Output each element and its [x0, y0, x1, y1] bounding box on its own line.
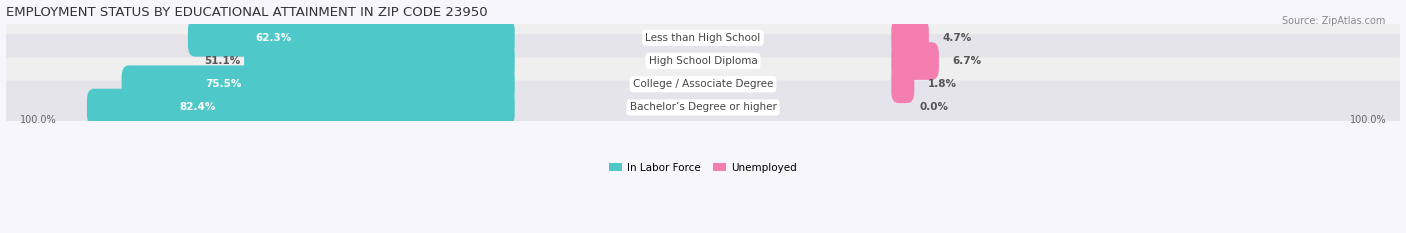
Text: College / Associate Degree: College / Associate Degree: [633, 79, 773, 89]
Text: 75.5%: 75.5%: [205, 79, 242, 89]
Text: 82.4%: 82.4%: [179, 103, 215, 113]
Text: 0.0%: 0.0%: [920, 103, 948, 113]
Text: 100.0%: 100.0%: [1350, 115, 1386, 125]
FancyBboxPatch shape: [0, 57, 1406, 111]
FancyBboxPatch shape: [891, 19, 929, 57]
FancyBboxPatch shape: [891, 42, 939, 80]
Text: EMPLOYMENT STATUS BY EDUCATIONAL ATTAINMENT IN ZIP CODE 23950: EMPLOYMENT STATUS BY EDUCATIONAL ATTAINM…: [6, 6, 488, 19]
Text: 100.0%: 100.0%: [20, 115, 56, 125]
FancyBboxPatch shape: [188, 19, 515, 57]
FancyBboxPatch shape: [87, 89, 515, 126]
Text: Bachelor’s Degree or higher: Bachelor’s Degree or higher: [630, 103, 776, 113]
FancyBboxPatch shape: [0, 11, 1406, 65]
FancyBboxPatch shape: [891, 65, 914, 103]
Text: 51.1%: 51.1%: [204, 56, 240, 66]
FancyBboxPatch shape: [245, 42, 515, 80]
Text: 1.8%: 1.8%: [928, 79, 957, 89]
Text: 62.3%: 62.3%: [254, 33, 291, 43]
Text: Less than High School: Less than High School: [645, 33, 761, 43]
FancyBboxPatch shape: [0, 81, 1406, 134]
Text: 6.7%: 6.7%: [953, 56, 981, 66]
Text: High School Diploma: High School Diploma: [648, 56, 758, 66]
Text: 4.7%: 4.7%: [943, 33, 972, 43]
Text: Source: ZipAtlas.com: Source: ZipAtlas.com: [1281, 16, 1385, 26]
FancyBboxPatch shape: [0, 34, 1406, 88]
Legend: In Labor Force, Unemployed: In Labor Force, Unemployed: [605, 158, 801, 177]
FancyBboxPatch shape: [121, 65, 515, 103]
